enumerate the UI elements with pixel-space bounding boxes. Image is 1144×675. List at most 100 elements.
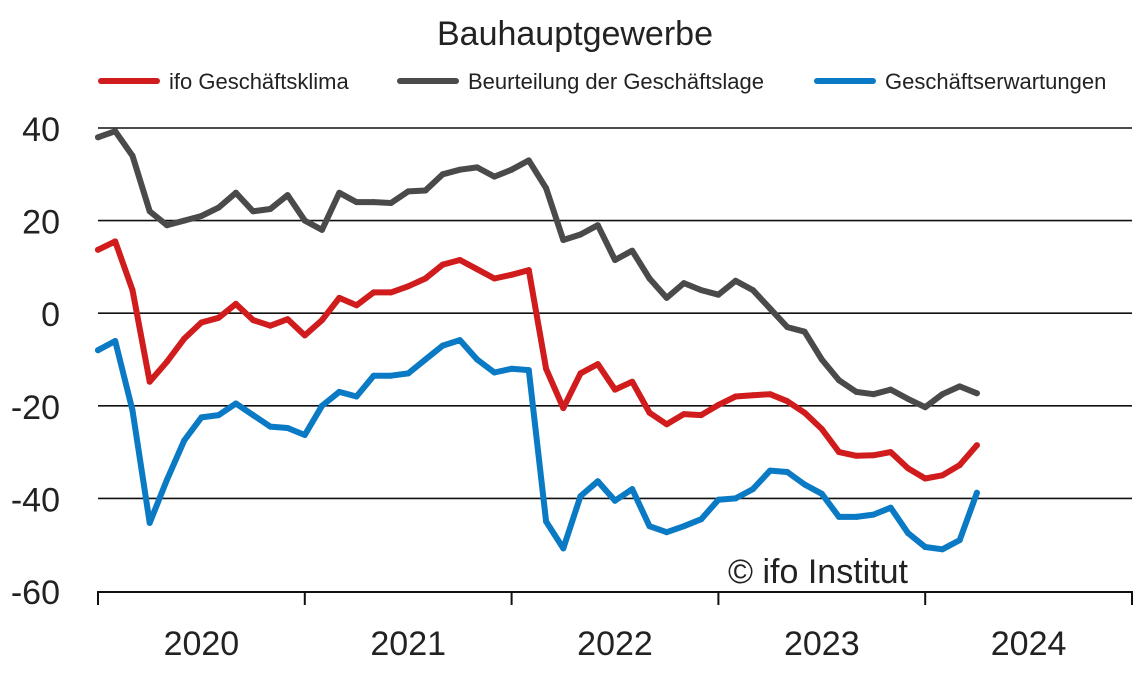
data-point — [508, 271, 515, 278]
data-point — [456, 166, 463, 173]
data-point — [646, 409, 653, 416]
data-point — [922, 404, 929, 411]
legend-label: Beurteilung der Geschäftslage — [468, 69, 764, 94]
x-tick-label: 2024 — [991, 625, 1067, 663]
data-point — [250, 208, 257, 215]
data-point — [818, 490, 825, 497]
data-point — [267, 206, 274, 212]
data-point — [284, 425, 291, 431]
data-point — [163, 222, 170, 229]
data-point — [732, 393, 739, 400]
data-point — [887, 386, 894, 393]
data-point — [284, 192, 291, 199]
legend-label: ifo Geschäftsklima — [169, 69, 349, 94]
copyright-watermark: © ifo Institut — [728, 553, 909, 591]
data-point — [301, 432, 308, 438]
data-point — [543, 185, 550, 192]
x-tick-label: 2023 — [784, 625, 860, 663]
data-point — [629, 486, 636, 493]
data-point — [198, 319, 205, 326]
legend-label: Geschäftserwartungen — [885, 69, 1106, 94]
data-point — [749, 287, 756, 294]
data-point — [853, 452, 860, 459]
data-point — [663, 421, 670, 428]
data-point — [594, 361, 601, 368]
data-point — [336, 294, 343, 301]
data-point — [956, 383, 963, 390]
data-point — [250, 317, 257, 324]
data-point — [922, 544, 929, 550]
data-point — [353, 302, 360, 309]
data-point — [629, 378, 636, 385]
data-point — [422, 356, 429, 363]
data-point — [767, 305, 774, 312]
data-point — [215, 412, 222, 419]
data-point — [560, 237, 567, 243]
data-point — [629, 247, 636, 254]
data-point — [181, 437, 188, 444]
data-point — [870, 391, 877, 398]
data-point — [491, 173, 498, 180]
data-point — [543, 518, 550, 525]
data-point — [163, 358, 170, 365]
y-axis-ticks: 40 20 0 -20 -40 -60 — [11, 111, 60, 612]
data-point — [95, 134, 101, 141]
data-point — [973, 489, 980, 496]
data-point — [594, 222, 601, 229]
data-point — [301, 332, 308, 339]
data-point — [525, 267, 532, 274]
data-point — [215, 314, 222, 321]
series-line — [95, 128, 980, 411]
data-point — [198, 414, 205, 421]
data-point — [319, 402, 325, 409]
data-point — [388, 289, 394, 296]
data-point — [267, 322, 274, 329]
data-point — [715, 496, 722, 503]
data-point — [698, 516, 705, 523]
data-point — [922, 475, 929, 482]
data-point — [129, 287, 136, 294]
data-point — [508, 365, 515, 372]
data-point — [129, 152, 136, 159]
data-point — [336, 388, 343, 395]
data-point — [146, 519, 153, 526]
data-point — [491, 369, 498, 376]
data-point — [267, 423, 274, 430]
data-point — [612, 497, 618, 504]
data-point — [577, 370, 584, 377]
data-point — [250, 412, 257, 419]
data-point — [370, 199, 377, 206]
data-point — [784, 398, 791, 405]
data-point — [353, 199, 360, 206]
data-point — [767, 467, 774, 474]
data-point — [818, 356, 825, 363]
grid-lines — [98, 127, 1132, 500]
x-tick-label: 2020 — [164, 625, 240, 663]
data-point — [422, 275, 429, 282]
data-point — [818, 426, 825, 432]
data-point — [680, 280, 687, 287]
data-point — [973, 390, 980, 397]
data-point — [284, 316, 291, 323]
data-point — [870, 452, 877, 459]
data-point — [663, 529, 670, 536]
data-point — [663, 294, 670, 301]
data-point — [939, 472, 946, 479]
data-point — [163, 476, 170, 483]
data-point — [336, 189, 343, 196]
data-point — [388, 200, 394, 206]
data-point — [112, 128, 119, 135]
data-point — [732, 495, 739, 502]
data-point — [439, 342, 446, 349]
series-group — [95, 128, 980, 411]
data-point — [715, 401, 722, 408]
data-point — [680, 411, 687, 418]
chart-title: Bauhauptgewerbe — [437, 15, 713, 53]
data-point — [836, 449, 842, 456]
data-point — [801, 481, 808, 488]
data-point — [405, 370, 412, 377]
data-point — [181, 335, 188, 342]
data-point — [232, 300, 239, 307]
y-tick-label: 20 — [22, 204, 60, 242]
